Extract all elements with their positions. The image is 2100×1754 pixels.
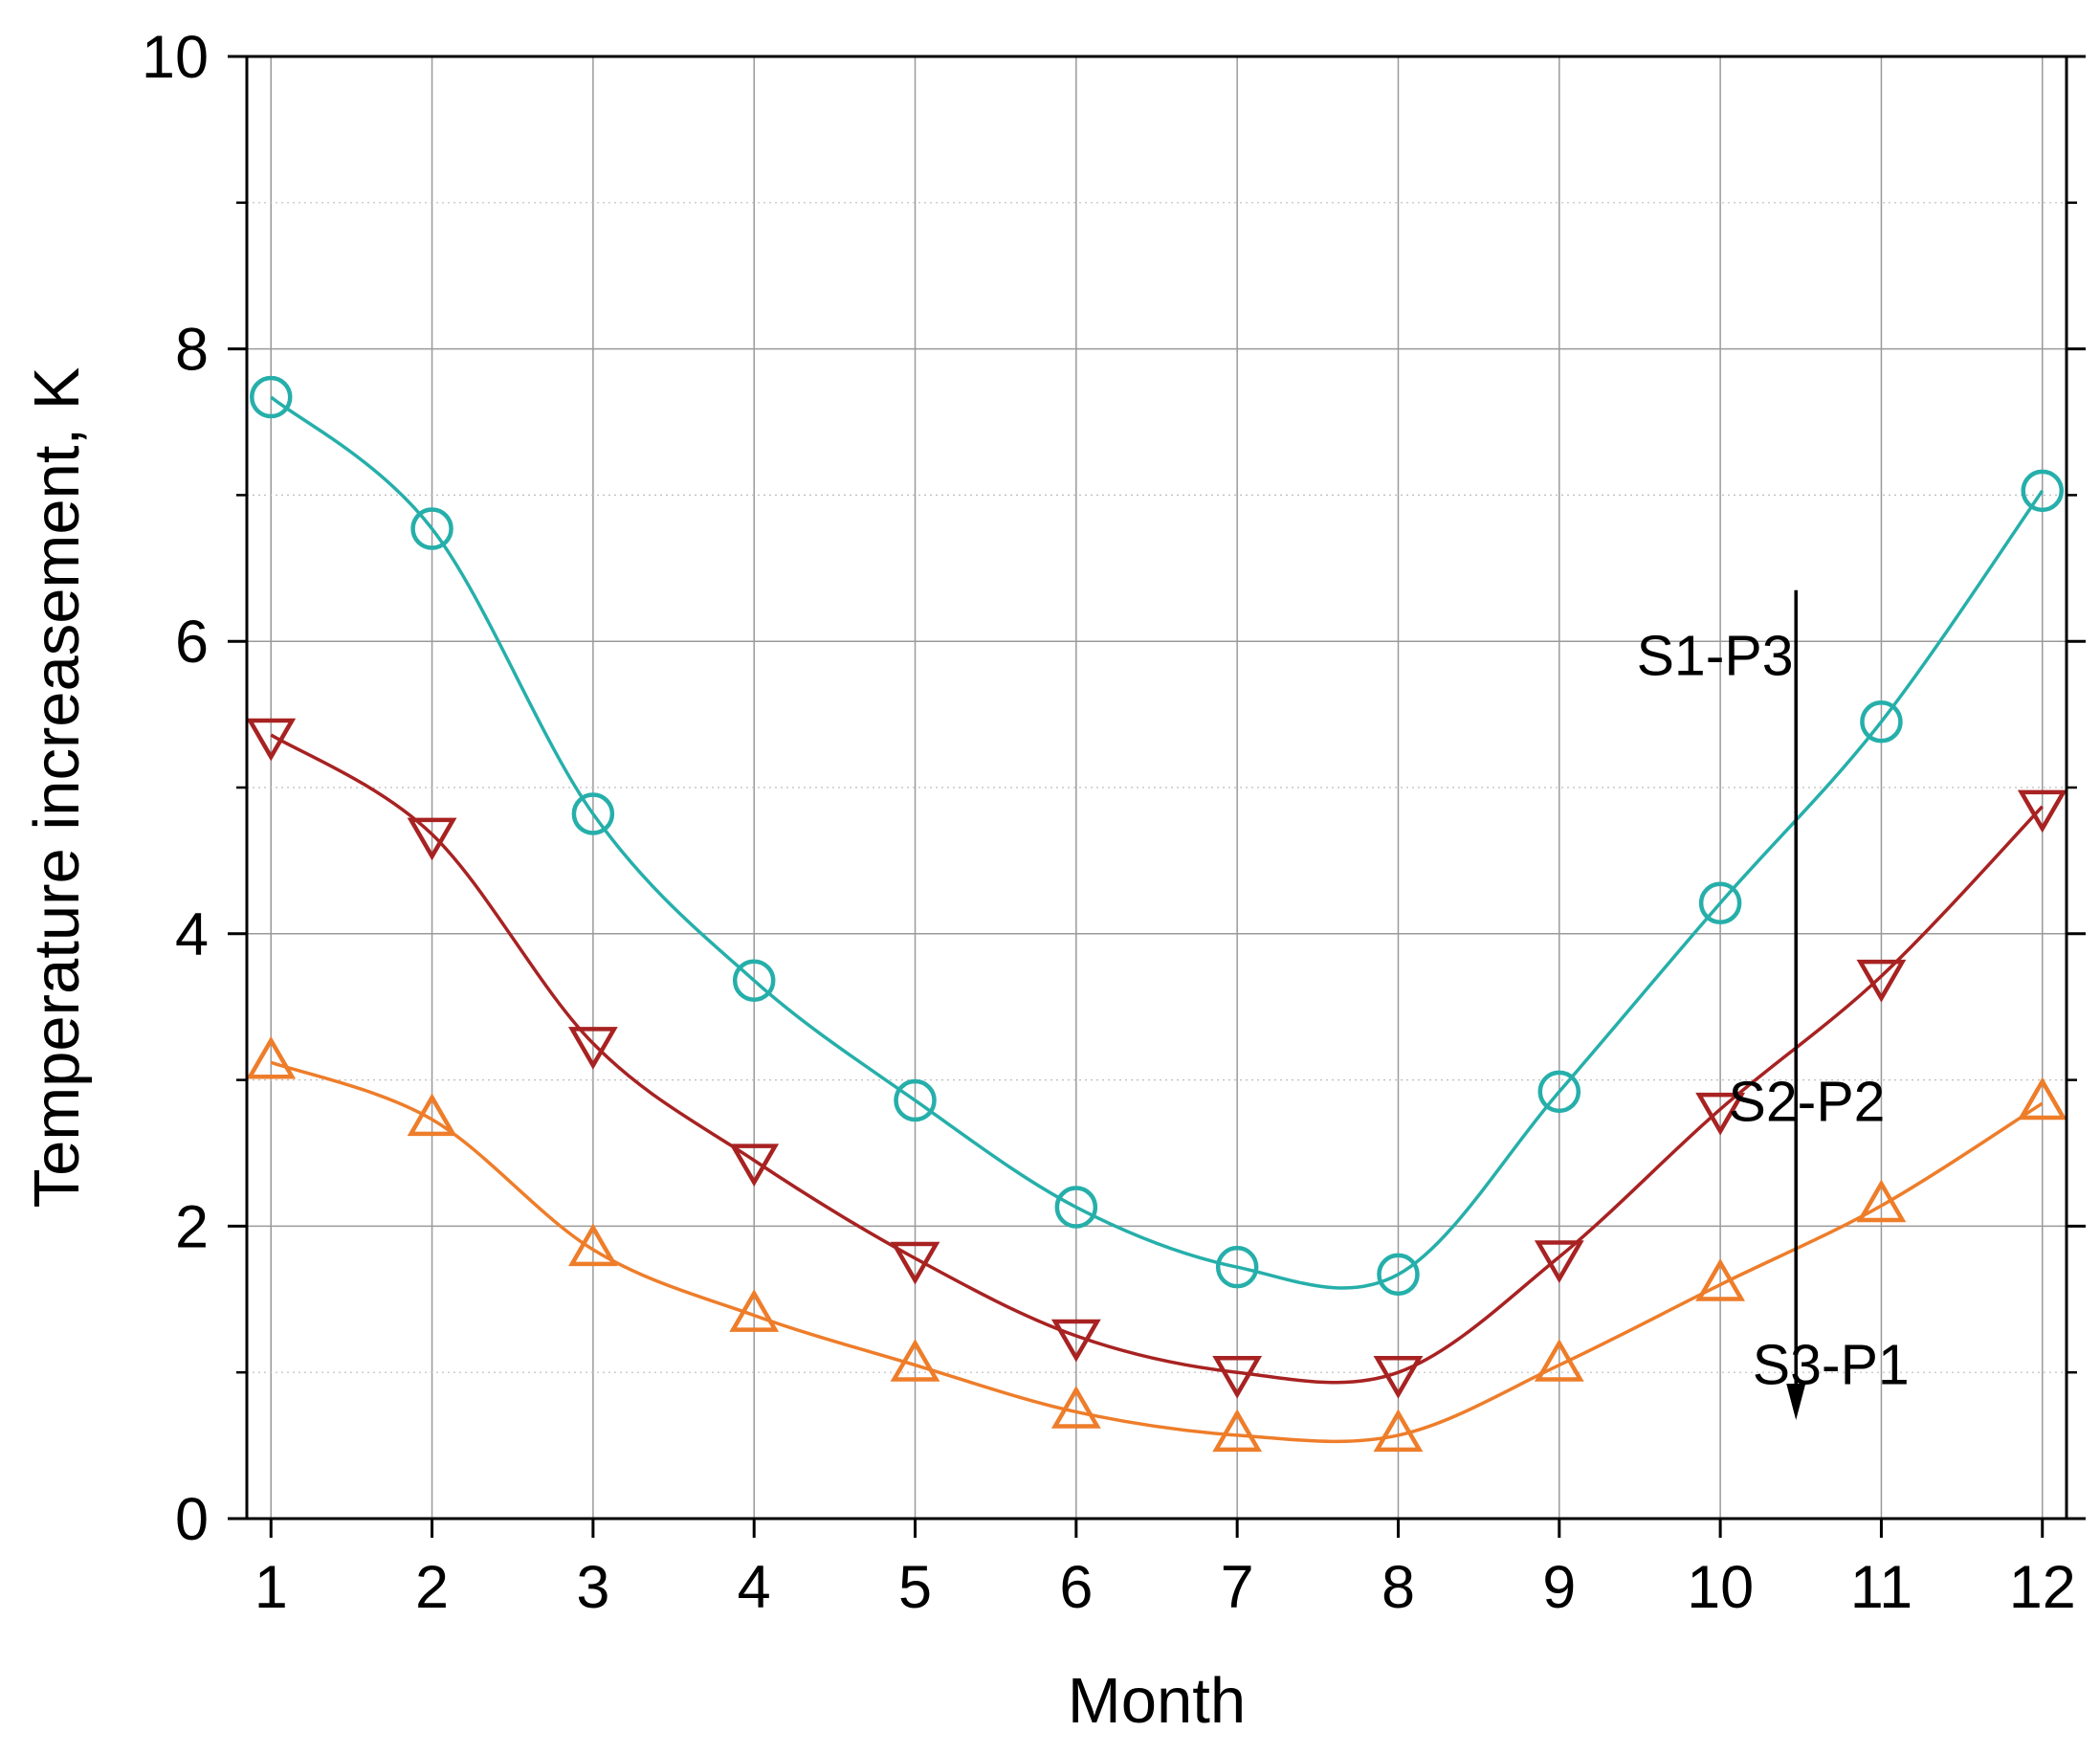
data-point-s3-p1-m3 <box>567 1223 618 1267</box>
data-point-s1-p3-m11 <box>1860 699 1903 744</box>
x-tick-label-9: 9 <box>1542 1554 1576 1621</box>
data-point-s1-p3-m4 <box>732 959 776 1002</box>
data-point-s1-p3-m6 <box>1054 1186 1098 1229</box>
data-point-s2-p2-m3 <box>567 1027 618 1070</box>
data-point-s3-p1-m1 <box>246 1035 297 1079</box>
x-tick-label-8: 8 <box>1382 1554 1415 1621</box>
data-point-s1-p3-m3 <box>571 792 615 835</box>
axis-ticks <box>228 55 2086 1538</box>
data-point-s3-p1-m7 <box>1212 1409 1263 1453</box>
y-tick-label-0: 0 <box>175 1486 209 1553</box>
y-tick-label-8: 8 <box>175 317 209 384</box>
data-point-s1-p3-m10 <box>1698 881 1742 924</box>
x-tick-label-10: 10 <box>1687 1554 1754 1621</box>
data-point-s1-p3-m5 <box>894 1078 937 1122</box>
data-point-markers <box>246 375 2067 1453</box>
data-point-s1-p3-m1 <box>249 375 293 419</box>
data-point-s2-p2-m9 <box>1534 1240 1584 1283</box>
x-tick-label-11: 11 <box>1850 1554 1912 1621</box>
series-line-s3-p1 <box>270 1060 2044 1444</box>
data-point-s3-p1-m11 <box>1856 1179 1907 1223</box>
data-point-s1-p3-m9 <box>1537 1070 1581 1114</box>
annotation-label-s1-p3: S1-P3 <box>1637 624 1794 687</box>
x-axis-title: Month <box>1068 1665 1246 1737</box>
series-line-s1-p3 <box>270 395 2045 1290</box>
y-tick-label-6: 6 <box>175 609 209 676</box>
data-point-s2-p2-m5 <box>890 1241 940 1285</box>
y-axis-title: Temperature increasement, K <box>21 367 93 1209</box>
arrow-head-icon <box>1786 1384 1806 1421</box>
data-point-s3-p1-m9 <box>1534 1339 1584 1382</box>
data-point-s3-p1-m2 <box>407 1093 457 1137</box>
grid-lines <box>247 56 2067 1519</box>
data-point-s2-p2-m12 <box>2017 789 2067 833</box>
y-tick-label-4: 4 <box>175 901 209 968</box>
x-tick-label-6: 6 <box>1059 1554 1093 1621</box>
y-tick-label-2: 2 <box>175 1193 209 1260</box>
x-tick-label-3: 3 <box>576 1554 609 1621</box>
data-point-s1-p3-m7 <box>1215 1245 1259 1289</box>
data-point-s2-p2-m8 <box>1373 1355 1424 1399</box>
plot-frame <box>245 55 2068 1521</box>
data-point-s1-p3-m8 <box>1377 1253 1420 1297</box>
data-point-s2-p2-m2 <box>407 817 457 861</box>
data-point-s3-p1-m6 <box>1050 1385 1101 1429</box>
data-point-s1-p3-m2 <box>410 507 453 550</box>
x-tick-label-4: 4 <box>738 1554 771 1621</box>
data-point-s1-p3-m12 <box>2021 469 2065 513</box>
data-point-s3-p1-m12 <box>2017 1077 2067 1121</box>
data-point-s3-p1-m8 <box>1373 1409 1424 1453</box>
series-lines <box>270 395 2045 1444</box>
x-tick-label-1: 1 <box>254 1554 288 1621</box>
data-point-s2-p2-m11 <box>1856 959 1907 1003</box>
annotation-label-s3-p1: S3-P1 <box>1753 1334 1910 1397</box>
annotations: S1-P3 S2-P2 S3-P1 <box>1637 589 1910 1421</box>
data-point-s2-p2-m6 <box>1050 1319 1101 1363</box>
data-point-s3-p1-m5 <box>890 1339 940 1382</box>
y-tick-label-10: 10 <box>142 24 209 91</box>
annotation-label-s2-p2: S2-P2 <box>1729 1071 1886 1134</box>
x-tick-label-5: 5 <box>898 1554 932 1621</box>
x-tick-label-12: 12 <box>2009 1554 2076 1621</box>
data-point-s2-p2-m4 <box>729 1143 780 1188</box>
data-point-s3-p1-m4 <box>729 1289 780 1332</box>
data-point-s2-p2-m7 <box>1212 1355 1263 1399</box>
series-line-s2-p2 <box>270 733 2045 1385</box>
data-point-s2-p2-m10 <box>1695 1092 1746 1136</box>
data-point-s3-p1-m10 <box>1695 1258 1746 1301</box>
data-point-s2-p2-m1 <box>246 718 297 762</box>
x-tick-label-7: 7 <box>1221 1554 1254 1621</box>
x-tick-label-2: 2 <box>415 1554 449 1621</box>
